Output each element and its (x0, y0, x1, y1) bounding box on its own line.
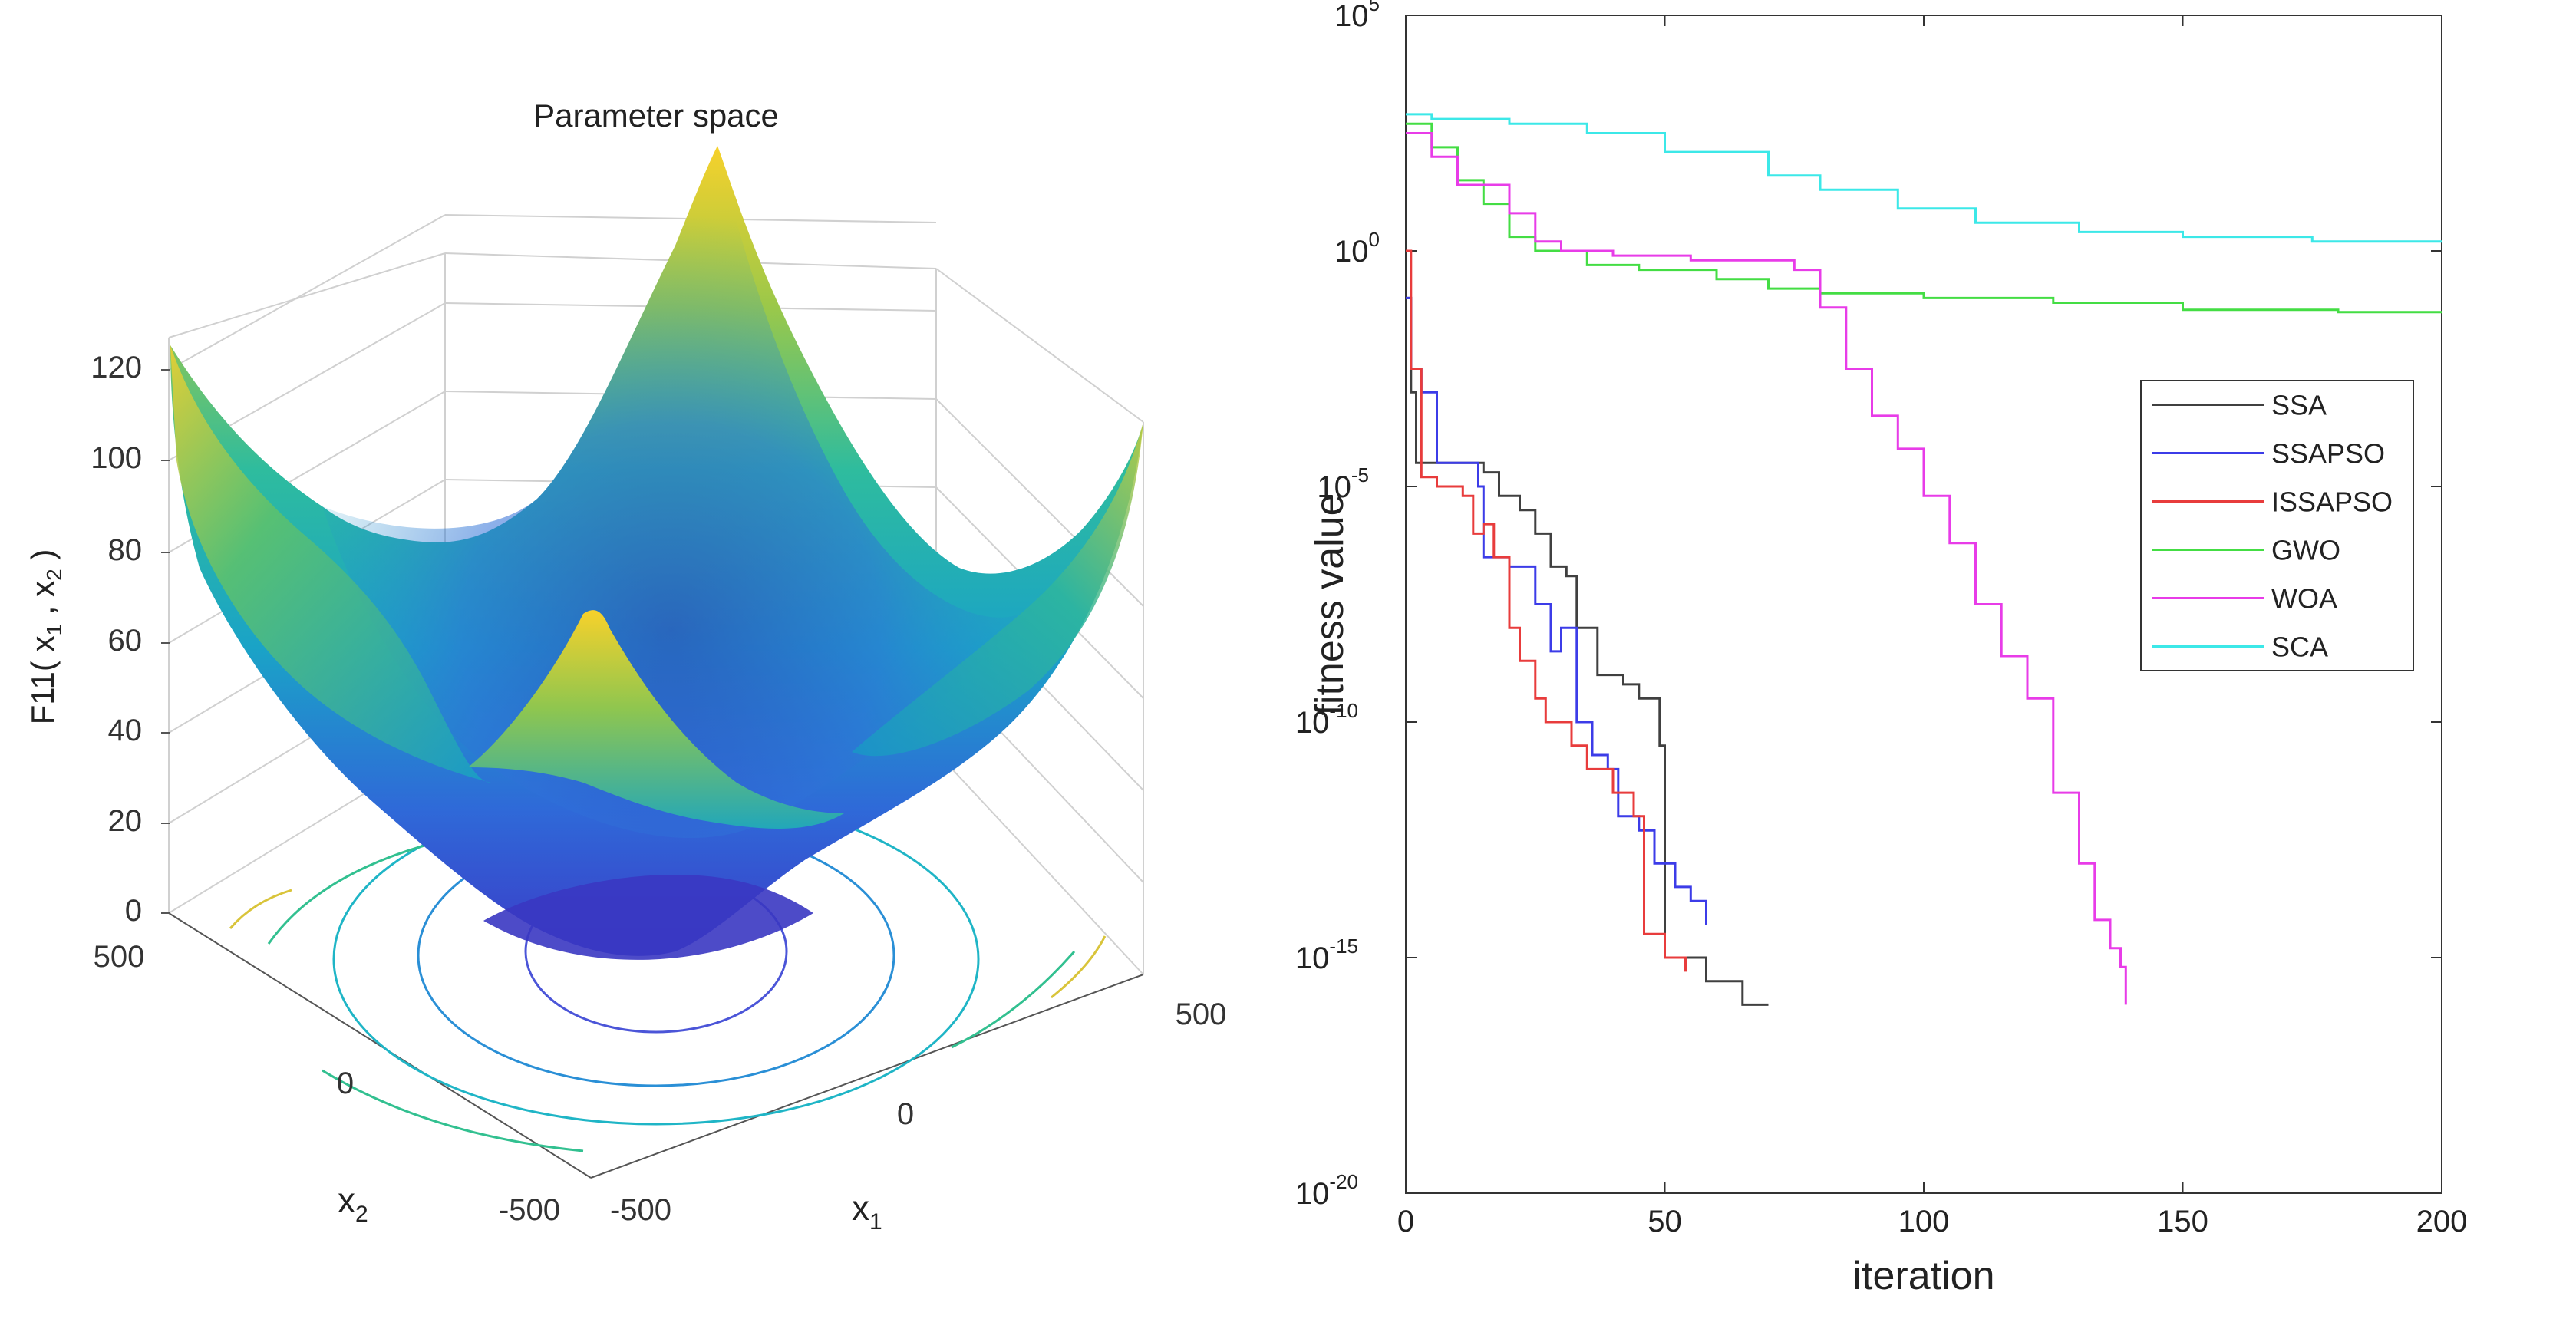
x1-axis: -500 0 500 (610, 997, 1226, 1227)
legend-label: SSA (2271, 390, 2327, 421)
legend: SSA SSAPSO ISSAPSO GWO WOA SCA (2140, 380, 2414, 671)
x-tick-labels: 0 50 100 150 200 (1397, 1205, 2468, 1238)
z-tick: 100 (91, 441, 142, 475)
x1-axis-label: x1 (852, 1188, 882, 1235)
legend-label: GWO (2271, 535, 2340, 566)
surface-plot: 0 20 40 60 80 100 120 F11( x1 , x2 ) Par… (25, 97, 1226, 1235)
convergence-chart-panel: 105 100 10-5 10-10 10-15 10-20 0 50 100 150 200 i… (1274, 0, 2576, 1315)
z-tick: 80 (108, 533, 143, 567)
x2-tick: -500 (499, 1193, 560, 1227)
series-line-ssapso (1406, 296, 1707, 925)
y-tick-label: 10-10 (1295, 699, 1358, 740)
surface-mesh (170, 146, 1143, 960)
convergence-chart: 105 100 10-5 10-10 10-15 10-20 0 50 100 150 200 i… (1295, 0, 2468, 1298)
y-tick-label: 10-15 (1295, 935, 1358, 975)
legend-box (2140, 380, 2414, 671)
x1-tick: -500 (610, 1193, 671, 1227)
x-tick-label: 150 (2157, 1205, 2208, 1238)
z-tick: 20 (108, 804, 143, 838)
x1-tick: 0 (897, 1097, 914, 1131)
x-tick-label: 50 (1648, 1205, 1682, 1238)
legend-label: WOA (2271, 583, 2337, 615)
series-line-sca (1406, 113, 2442, 243)
x-tick-label: 200 (2416, 1205, 2468, 1238)
z-tick-marks (161, 369, 170, 914)
surface-plot-panel: 0 20 40 60 80 100 120 F11( x1 , x2 ) Par… (0, 0, 1274, 1315)
legend-label: SCA (2271, 631, 2328, 663)
x2-axis: 500 0 -500 (94, 940, 560, 1227)
x2-axis-label: x2 (338, 1180, 368, 1227)
x-tick-label: 0 (1397, 1205, 1414, 1238)
z-tick: 0 (125, 894, 142, 928)
legend-label: ISSAPSO (2271, 486, 2393, 518)
y-axis-label: fitness value (1308, 493, 1352, 715)
series-line-issapso (1406, 249, 1687, 972)
x1-tick: 500 (1176, 997, 1227, 1031)
x-axis-label: iteration (1853, 1254, 1995, 1298)
x-tick-label: 100 (1898, 1205, 1950, 1238)
series-line-gwo (1406, 122, 2442, 314)
surface-title: Parameter space (533, 97, 779, 134)
z-tick: 60 (108, 624, 143, 658)
y-tick-label: 100 (1334, 228, 1380, 269)
z-tick: 40 (108, 714, 143, 747)
y-tick-labels: 105 100 10-5 10-10 10-15 10-20 (1295, 0, 1380, 1211)
z-tick: 120 (91, 351, 142, 384)
legend-label: SSAPSO (2271, 438, 2385, 470)
z-axis-label: F11( x1 , x2 ) (25, 549, 66, 725)
y-tick-label: 105 (1334, 0, 1380, 33)
z-axis: 0 20 40 60 80 100 120 (91, 351, 142, 928)
series-line-woa (1406, 132, 2127, 1005)
x2-tick: 0 (337, 1067, 354, 1100)
series-layer (1406, 113, 2442, 1006)
x2-tick: 500 (94, 940, 145, 974)
y-tick-label: 10-5 (1317, 463, 1369, 504)
series-line-ssa (1406, 296, 1769, 1006)
y-tick-label: 10-20 (1295, 1170, 1358, 1211)
